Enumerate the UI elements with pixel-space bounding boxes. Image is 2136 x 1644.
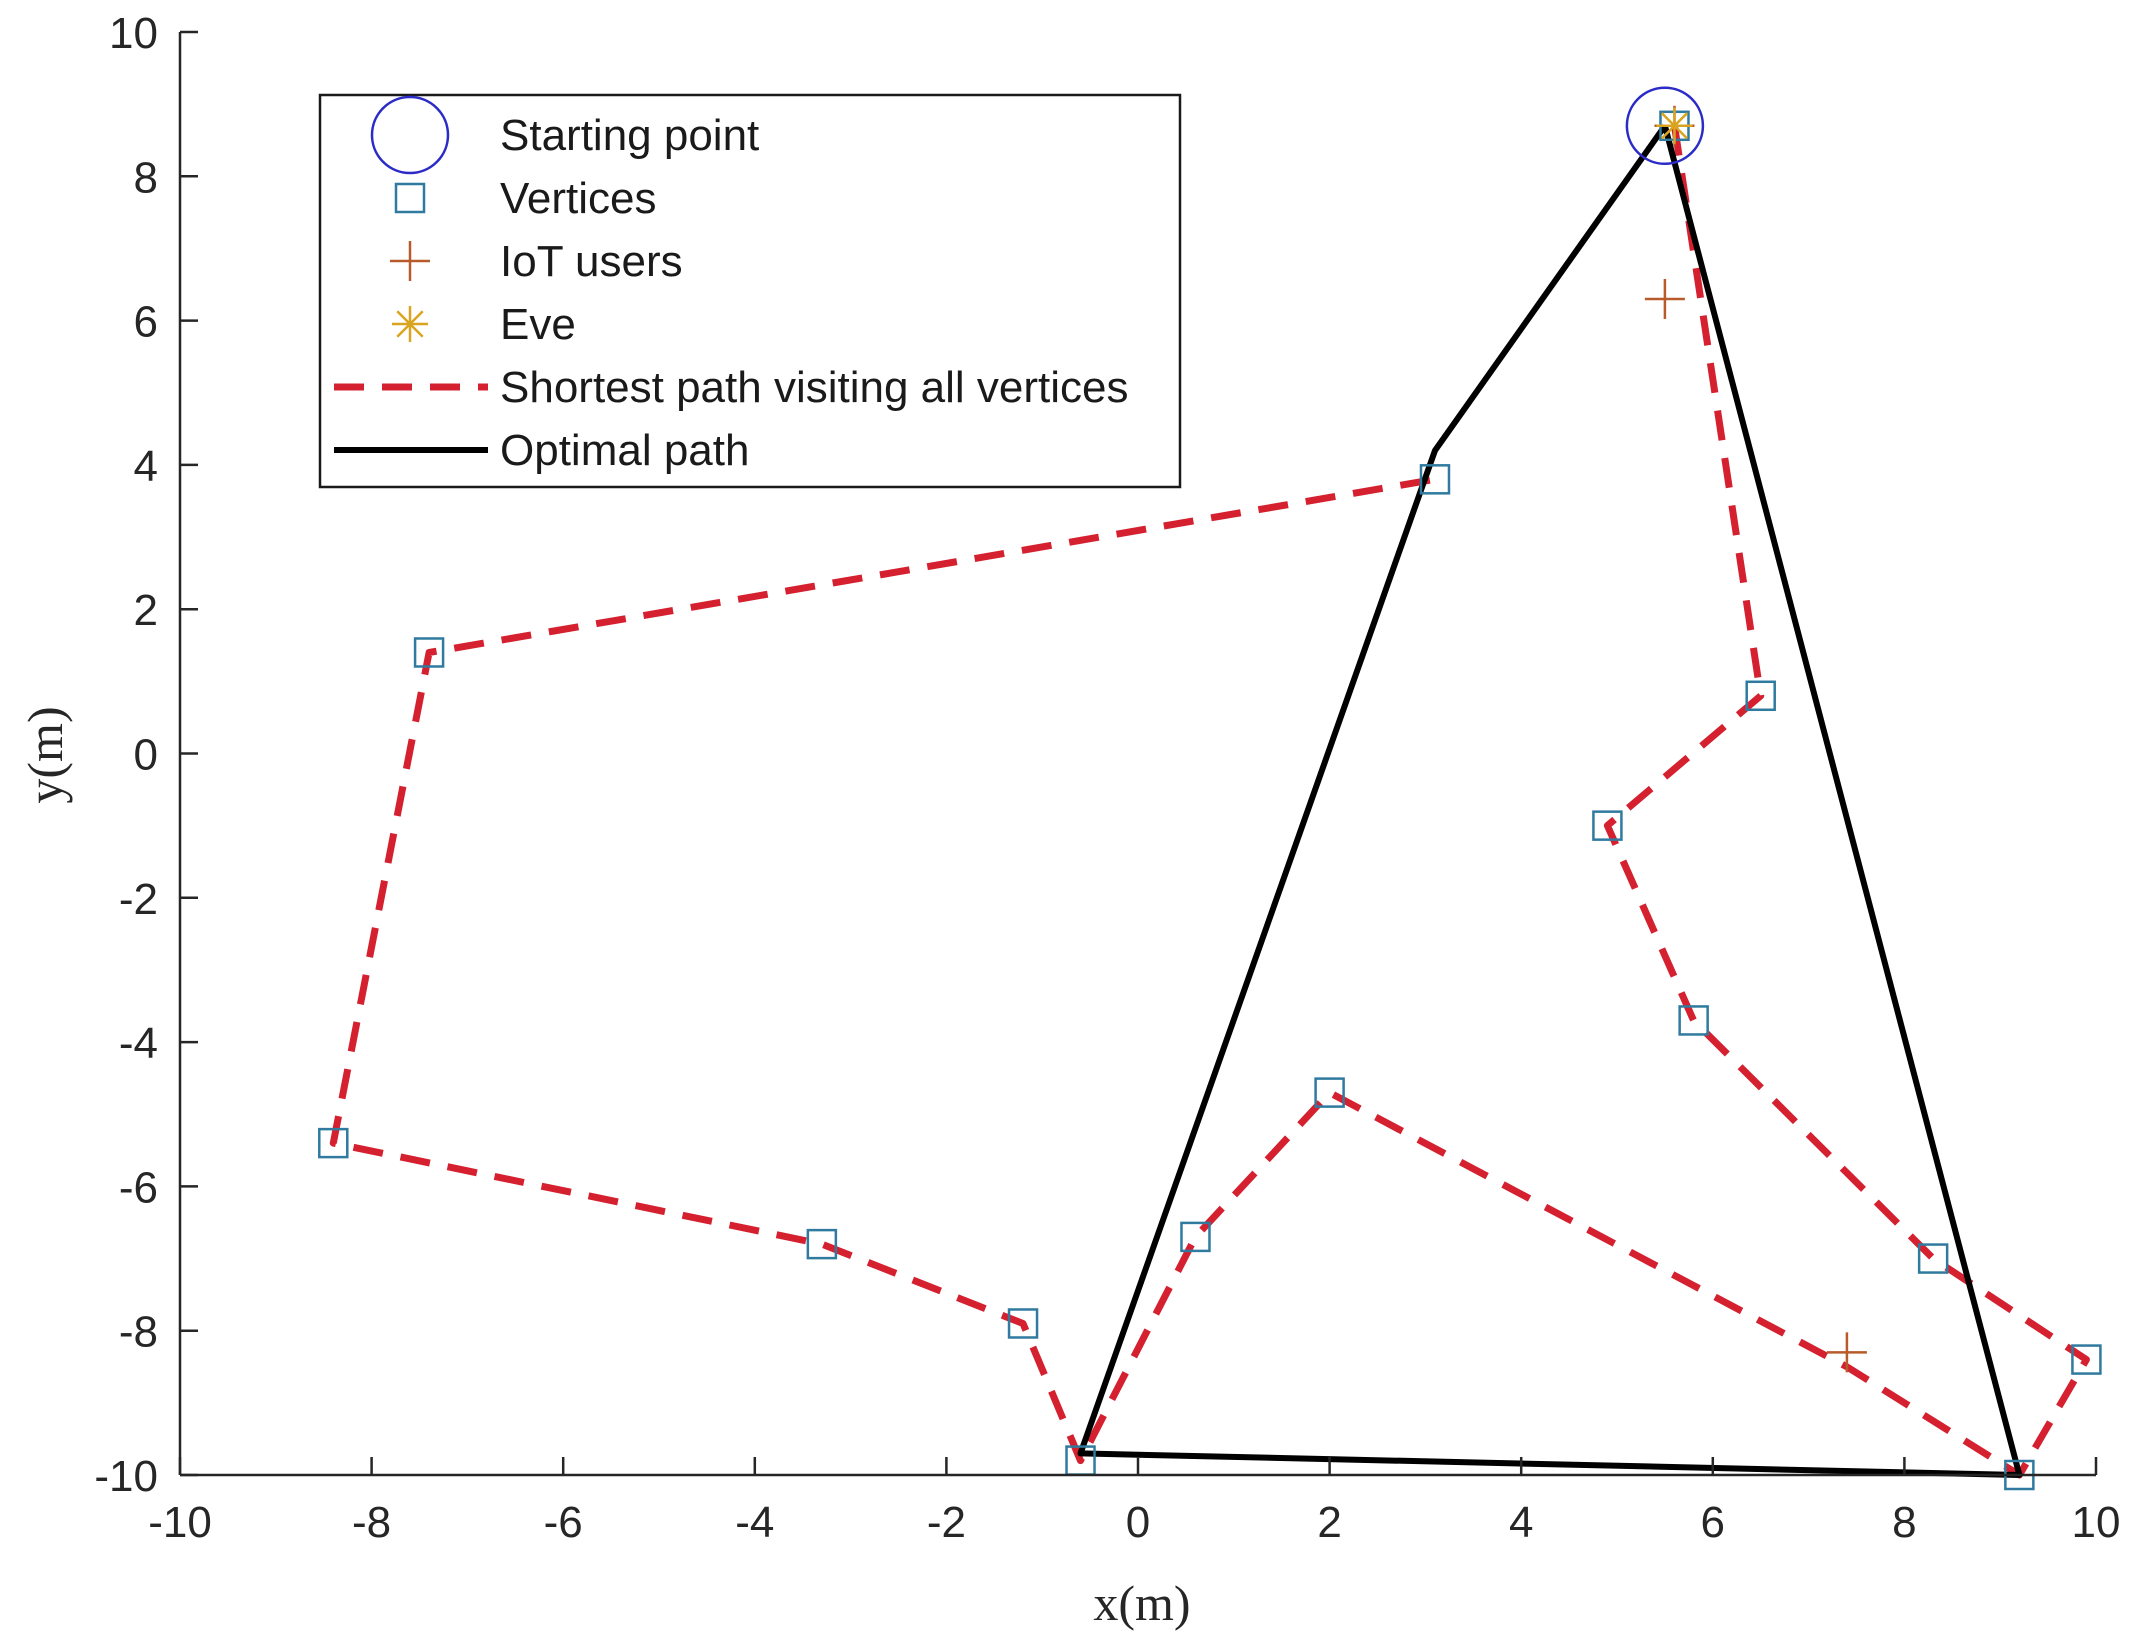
y-tick-label: -6	[119, 1163, 158, 1212]
legend-label: Shortest path visiting all vertices	[500, 363, 1129, 412]
legend-marker-start	[370, 95, 450, 175]
y-tick-label: -10	[94, 1452, 158, 1501]
start-point	[1625, 86, 1705, 166]
y-tick-label: -2	[119, 875, 158, 924]
y-tick-label: 2	[134, 586, 158, 635]
y-tick-label: 10	[109, 9, 158, 58]
vertices-point	[1678, 1005, 1709, 1036]
legend-label: Optimal path	[500, 426, 749, 475]
iot-point	[1644, 278, 1685, 319]
x-tick-label: -6	[544, 1498, 583, 1547]
legend-item-eve: Eve	[392, 300, 576, 349]
eve-point	[1656, 107, 1693, 144]
legend-item-shortest: Shortest path visiting all vertices	[334, 363, 1129, 412]
legend: Starting point Vertices IoT users Eve Shorte…	[318, 93, 1182, 489]
x-tick-label: 0	[1126, 1498, 1150, 1547]
y-tick-label: 0	[134, 731, 158, 780]
vertices-point	[1745, 680, 1776, 712]
vertices-point	[1180, 1221, 1211, 1253]
legend-label: Starting point	[500, 111, 759, 160]
legend-label: IoT users	[500, 237, 683, 286]
vertices-point	[1592, 810, 1623, 841]
legend-item-start: Starting point	[370, 95, 759, 175]
y-tick-label: 8	[134, 153, 158, 202]
vertices-point	[1419, 464, 1451, 495]
vertices-point	[1314, 1077, 1345, 1108]
y-tick-label: 6	[134, 298, 158, 347]
y-tick-label: -4	[119, 1019, 158, 1068]
vertices-point	[2071, 1344, 2102, 1375]
y-tick-label: 4	[134, 442, 158, 491]
legend-marker-vertices	[394, 182, 426, 214]
x-tick-label: -10	[148, 1498, 212, 1547]
legend-box	[318, 93, 1182, 489]
x-tick-label: 2	[1317, 1498, 1341, 1547]
legend-marker-eve	[392, 306, 428, 342]
x-tick-label: 10	[2072, 1498, 2121, 1547]
legend-item-iot: IoT users	[390, 237, 683, 286]
vertices-point	[1917, 1243, 1949, 1274]
x-tick-label: 6	[1701, 1498, 1725, 1547]
x-tick-label: -8	[352, 1498, 391, 1547]
tick-labels: -10 -8 -6 -4 -2 0 2 4 6 8 10 -10 -8 -6 -4 -2 0 2 4 6 8 10	[94, 9, 2120, 1547]
y-axis-label: y(m)	[17, 706, 73, 803]
vertices-point	[318, 1127, 349, 1159]
optimal-path-line	[1077, 124, 2023, 1478]
x-tick-label: -4	[735, 1498, 774, 1547]
x-tick-label: 8	[1892, 1498, 1916, 1547]
legend-item-optimal: Optimal path	[334, 426, 749, 475]
shortest-path-line	[329, 125, 2090, 1479]
legend-label: Vertices	[500, 174, 657, 223]
axes	[178, 30, 2098, 1477]
series-layer	[318, 86, 2102, 1491]
y-tick-label: -8	[119, 1308, 158, 1357]
x-tick-label: 4	[1509, 1498, 1533, 1547]
legend-marker-iot	[390, 241, 430, 281]
legend-item-vertices: Vertices	[394, 174, 657, 223]
x-axis-label: x(m)	[1093, 1575, 1190, 1631]
x-tick-label: -2	[927, 1498, 966, 1547]
iot-point	[1826, 1332, 1867, 1373]
vertices-point	[413, 637, 445, 668]
vertices-point	[806, 1228, 838, 1260]
vertices-point	[1007, 1308, 1039, 1339]
legend-label: Eve	[500, 300, 576, 349]
